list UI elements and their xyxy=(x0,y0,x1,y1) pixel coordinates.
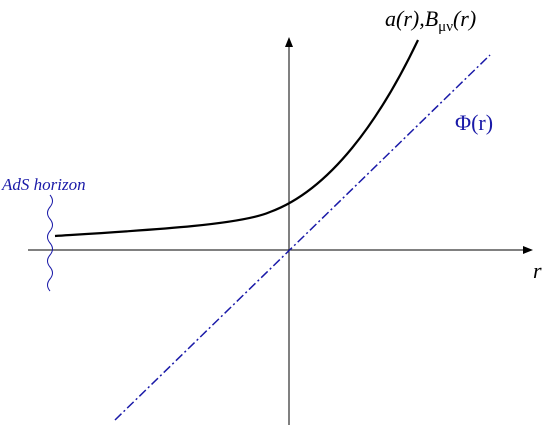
curve-label-main: a(r),B xyxy=(385,6,438,31)
axis-label: r xyxy=(533,258,542,283)
phi-label: Φ(r) xyxy=(455,110,493,135)
a-curve xyxy=(54,39,419,238)
horizon-wave xyxy=(47,194,53,292)
phi-line xyxy=(114,54,491,421)
curve-label-sub: μν xyxy=(438,19,453,35)
curve-label: a(r),Bμν(r) xyxy=(385,6,476,35)
horizon-label: AdS horizon xyxy=(1,175,86,194)
curve-label-suffix: (r) xyxy=(453,6,476,31)
